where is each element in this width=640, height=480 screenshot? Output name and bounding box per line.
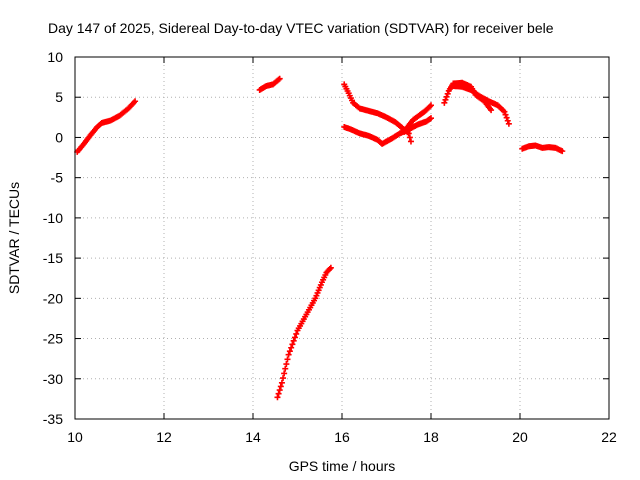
data-point (275, 390, 282, 397)
data-segment (441, 79, 495, 114)
data-point (501, 108, 508, 115)
data-point (559, 148, 566, 155)
grid (75, 57, 609, 419)
data-point (291, 334, 298, 341)
y-tick-label: 0 (55, 129, 63, 145)
y-tick-label: -15 (43, 250, 63, 266)
y-axis-title: SDTVAR / TECUs (6, 182, 22, 294)
data-point (428, 115, 434, 122)
data-segment (341, 81, 414, 145)
data-point (274, 394, 281, 401)
data-point (293, 330, 300, 337)
chart-title: Day 147 of 2025, Sidereal Day-to-day VTE… (48, 20, 554, 36)
data-point (442, 96, 449, 103)
data-points (74, 75, 566, 401)
y-tick-label: 5 (55, 89, 63, 105)
x-tick-label: 18 (423, 429, 439, 445)
data-point (280, 375, 287, 382)
data-point (276, 387, 283, 394)
data-segment (274, 264, 334, 401)
data-point (288, 344, 295, 351)
data-point (505, 120, 512, 127)
x-tick-label: 16 (334, 429, 350, 445)
data-point (282, 365, 289, 372)
data-point (276, 75, 283, 82)
data-point (426, 115, 433, 122)
x-tick-label: 22 (601, 429, 617, 445)
x-tick-label: 14 (245, 429, 261, 445)
x-tick-label: 20 (512, 429, 528, 445)
data-point (441, 99, 448, 106)
y-tick-label: -20 (43, 290, 63, 306)
y-tick-label: -10 (43, 210, 63, 226)
y-tick-label: -35 (43, 411, 63, 427)
data-point (407, 138, 414, 145)
data-point (428, 102, 434, 109)
data-point (132, 98, 139, 105)
data-segment (450, 82, 512, 127)
data-point (488, 107, 495, 114)
data-point (290, 337, 297, 344)
data-point (406, 134, 413, 141)
y-tick-label: 10 (47, 49, 63, 65)
data-point (444, 90, 451, 97)
data-point (281, 370, 288, 377)
data-segment (401, 102, 434, 135)
data-point (286, 348, 293, 355)
data-point (289, 341, 296, 348)
data-point (502, 111, 509, 118)
data-point (504, 117, 511, 124)
data-point (278, 379, 285, 386)
x-tick-label: 10 (67, 429, 83, 445)
y-tick-label: -5 (51, 170, 64, 186)
data-point (443, 93, 450, 100)
data-point (277, 383, 284, 390)
data-point (285, 351, 292, 358)
data-segment (256, 75, 283, 93)
x-tick-label: 12 (156, 429, 172, 445)
y-tick-label: -25 (43, 331, 63, 347)
data-segment (74, 98, 139, 155)
data-point (275, 76, 282, 83)
axis-ticks: 10 12 14 16 18 20 22 10 5 0 -5 -10 -15 -20 -25 -30 -35 (43, 49, 617, 445)
data-point (284, 356, 291, 363)
x-axis-title: GPS time / hours (289, 458, 396, 474)
data-point (283, 361, 290, 368)
data-segment (519, 142, 566, 155)
data-point (327, 264, 334, 271)
data-point (503, 114, 510, 121)
y-tick-label: -30 (43, 371, 63, 387)
